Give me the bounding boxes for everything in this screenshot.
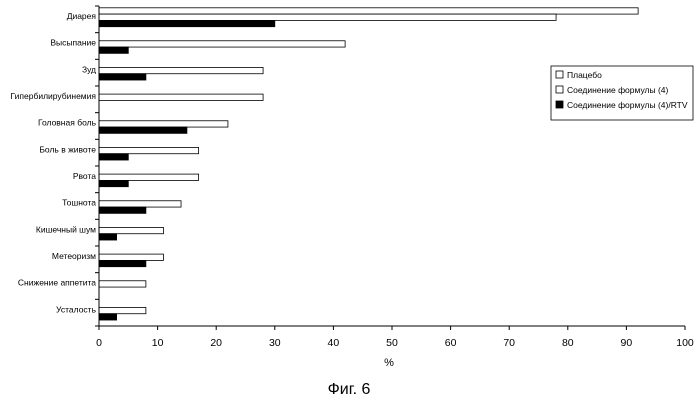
bar (99, 8, 638, 14)
bar (99, 41, 345, 47)
bar (99, 74, 146, 80)
x-tick-label: 100 (676, 337, 694, 349)
category-label: Боль в животе (39, 144, 96, 154)
category-label: Снижение аппетита (18, 278, 96, 288)
bar (99, 147, 199, 153)
category-label: Высыпание (50, 38, 96, 48)
bar (99, 260, 146, 266)
x-tick-label: 60 (445, 337, 457, 349)
x-tick-label: 20 (210, 337, 222, 349)
bar (99, 180, 128, 186)
x-tick-label: 50 (386, 337, 398, 349)
bar (99, 314, 117, 320)
x-tick-label: 30 (269, 337, 281, 349)
x-tick-label: 40 (328, 337, 340, 349)
category-label: Кишечный шум (36, 224, 96, 234)
bar (99, 201, 181, 207)
category-label: Гипербилирубинемия (11, 91, 97, 101)
category-label: Усталость (56, 304, 97, 314)
category-label: Рвота (73, 171, 96, 181)
category-labels: Диарея Высыпание Зуд Гипербилирубинемия Голо… (11, 6, 99, 326)
x-tick-label: 10 (152, 337, 164, 349)
plot-area (99, 8, 638, 320)
category-label: Зуд (82, 64, 96, 74)
x-tick-label: 0 (96, 337, 102, 349)
bar (99, 207, 146, 213)
bar (99, 281, 146, 287)
bar (99, 154, 128, 160)
bar (99, 174, 199, 180)
legend-swatch (556, 101, 563, 108)
bar (99, 234, 117, 240)
bar (99, 94, 263, 100)
category-label: Метеоризм (52, 251, 96, 261)
bar (99, 20, 275, 26)
x-tick-label: 80 (562, 337, 574, 349)
bar (99, 121, 228, 127)
bar (99, 47, 128, 53)
legend-label: Соединение формулы (4)/RTV (567, 100, 688, 110)
bar (99, 307, 146, 313)
category-label: Тошнота (62, 198, 96, 208)
legend-swatch (556, 86, 563, 93)
category-label: Головная боль (38, 118, 97, 128)
x-axis-title: % (384, 357, 394, 369)
figure-caption: Фиг. 6 (328, 381, 371, 398)
x-tick-label: 90 (621, 337, 633, 349)
legend-label: Плацебо (567, 70, 602, 80)
bar (99, 227, 163, 233)
x-tick-label: 70 (503, 337, 515, 349)
legend-swatch (556, 71, 563, 78)
bar (99, 67, 263, 73)
legend-label: Соединение формулы (4) (567, 85, 669, 95)
x-axis-ticks: 0 10 20 30 40 50 60 70 80 90 100 (96, 326, 694, 349)
bar (99, 14, 556, 20)
category-label: Диарея (67, 11, 97, 21)
bar (99, 127, 187, 133)
bar (99, 254, 163, 260)
legend: Плацебо Соединение формулы (4) Соединение … (551, 66, 693, 120)
